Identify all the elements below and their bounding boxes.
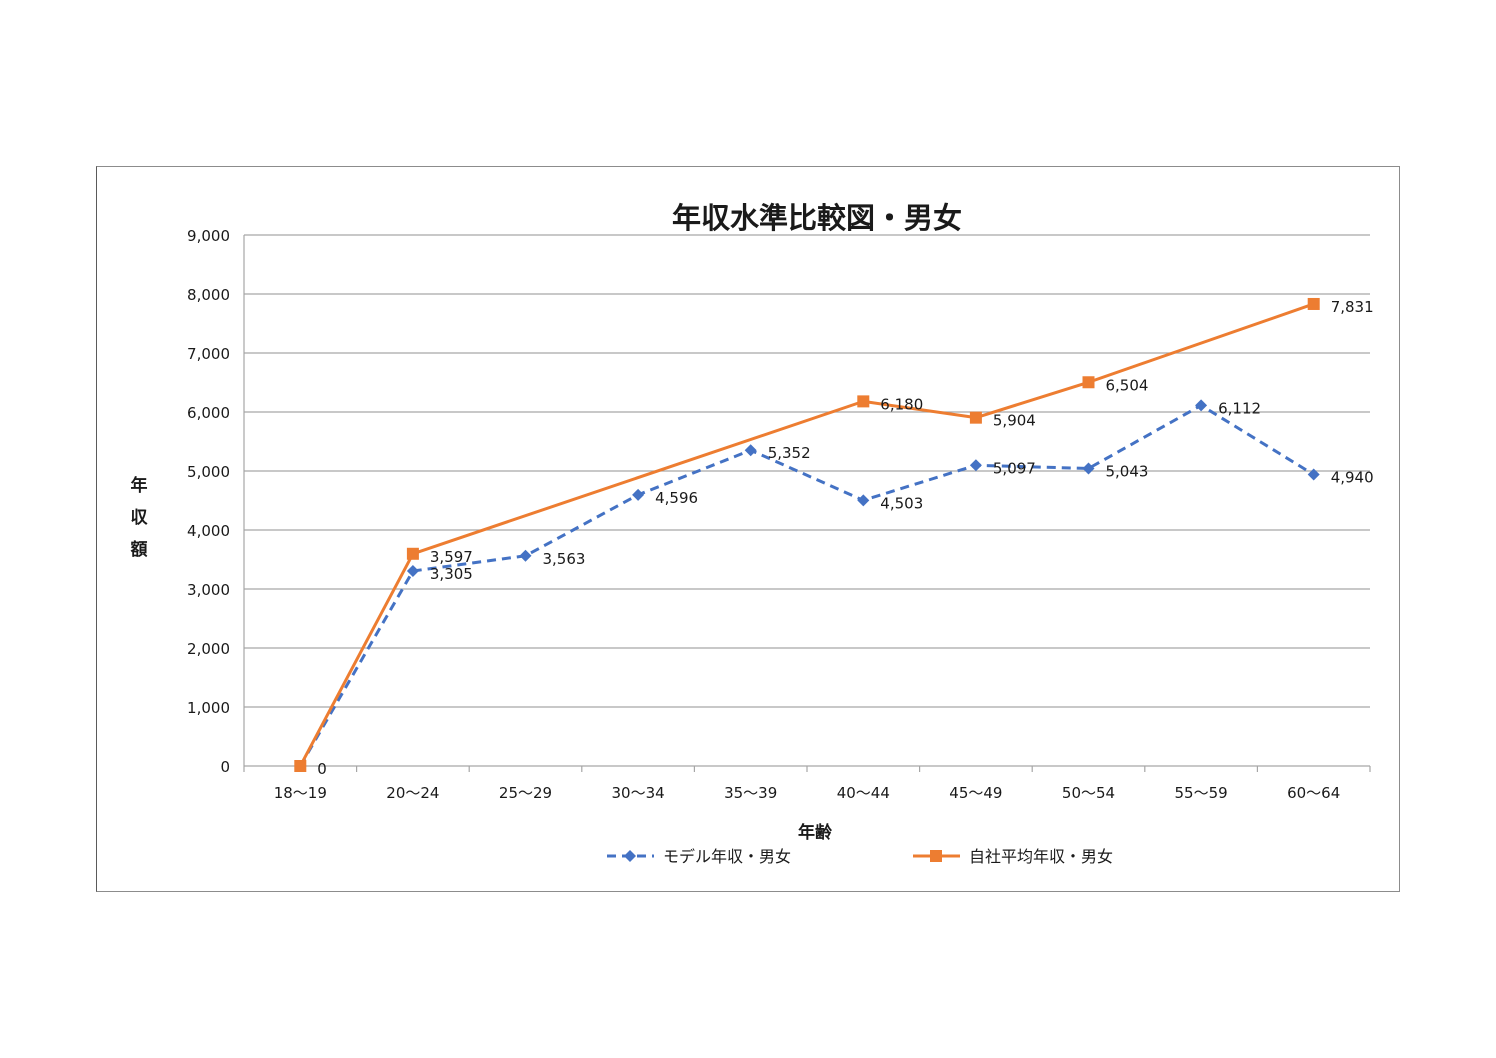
axes xyxy=(243,235,1371,772)
data-label: 0 xyxy=(317,760,327,778)
data-label: 6,504 xyxy=(1106,376,1149,394)
data-point xyxy=(519,549,532,562)
data-point xyxy=(1307,297,1320,310)
series xyxy=(294,297,1320,772)
series-line xyxy=(299,403,1315,767)
y-axis-label-char: 収 xyxy=(131,508,149,528)
y-tick-label: 3,000 xyxy=(187,581,230,599)
data-point xyxy=(406,565,419,578)
line-chart: 年収水準比較図・男女 0 1,000 2,000 3,000 4,000 5,000 6,0… xyxy=(130,201,1374,866)
data-label: 4,503 xyxy=(880,494,923,512)
x-tick-label: 18〜19 xyxy=(274,784,327,802)
x-tick-label: 30〜34 xyxy=(612,784,665,802)
data-label: 6,112 xyxy=(1218,399,1261,417)
data-point xyxy=(1307,468,1320,481)
chart-title: 年収水準比較図・男女 xyxy=(672,201,962,235)
data-point xyxy=(624,850,636,862)
gridlines xyxy=(244,234,1370,708)
legend: モデル年収・男女 自社平均年収・男女 xyxy=(607,847,1113,866)
data-label: 3,563 xyxy=(543,550,586,568)
y-tick-label: 6,000 xyxy=(187,404,230,422)
x-tick-label: 35〜39 xyxy=(724,784,777,802)
x-tick-labels: 18〜19 20〜24 25〜29 30〜34 35〜39 40〜44 45〜49 50〜54… xyxy=(274,784,1341,802)
series-line xyxy=(298,302,1315,767)
data-point xyxy=(930,850,942,862)
data-point xyxy=(1082,376,1095,389)
x-tick-label: 55〜59 xyxy=(1175,784,1228,802)
data-point xyxy=(1195,399,1208,412)
data-point xyxy=(632,488,645,501)
data-point xyxy=(969,411,982,424)
y-tick-label: 0 xyxy=(220,758,230,776)
legend-label: 自社平均年収・男女 xyxy=(969,847,1113,866)
data-label: 4,596 xyxy=(655,489,698,507)
y-tick-label: 9,000 xyxy=(187,227,230,245)
chart-frame: 年収水準比較図・男女 0 1,000 2,000 3,000 4,000 5,000 6,0… xyxy=(96,166,1400,892)
y-tick-label: 4,000 xyxy=(187,522,230,540)
data-label: 5,904 xyxy=(993,412,1036,430)
x-tick-label: 40〜44 xyxy=(837,784,890,802)
legend-item: モデル年収・男女 xyxy=(607,847,791,866)
data-point xyxy=(857,395,870,408)
data-label: 4,940 xyxy=(1331,469,1374,487)
y-tick-labels: 0 1,000 2,000 3,000 4,000 5,000 6,000 7,000 8,00… xyxy=(187,227,230,776)
x-tick-label: 60〜64 xyxy=(1287,784,1340,802)
data-point xyxy=(294,760,307,772)
legend-item: 自社平均年収・男女 xyxy=(913,847,1113,866)
data-labels: 3,305 3,563 4,596 5,352 4,503 5,097 5,043 6,112… xyxy=(317,298,1373,778)
data-point xyxy=(1082,462,1095,475)
y-tick-label: 7,000 xyxy=(187,345,230,363)
legend-label: モデル年収・男女 xyxy=(663,847,791,866)
data-label: 7,831 xyxy=(1331,298,1374,316)
x-tick-label: 25〜29 xyxy=(499,784,552,802)
data-label: 5,097 xyxy=(993,459,1036,477)
data-point xyxy=(744,444,757,457)
data-label: 3,305 xyxy=(430,565,473,583)
x-tick-label: 20〜24 xyxy=(386,784,439,802)
y-axis-label-char: 額 xyxy=(130,539,148,560)
x-tick-label: 50〜54 xyxy=(1062,784,1115,802)
data-label: 6,180 xyxy=(880,395,923,413)
y-tick-label: 2,000 xyxy=(187,640,230,658)
data-point xyxy=(857,494,870,507)
data-label: 3,597 xyxy=(430,548,473,566)
y-tick-label: 8,000 xyxy=(187,286,230,304)
y-tick-label: 1,000 xyxy=(187,699,230,717)
data-point xyxy=(406,547,419,560)
y-axis-label-char: 年 xyxy=(131,475,148,496)
x-tick-label: 45〜49 xyxy=(949,784,1002,802)
data-label: 5,043 xyxy=(1106,462,1149,480)
y-axis-label: 年収額 xyxy=(130,475,149,560)
data-label: 5,352 xyxy=(768,444,811,462)
series-2 xyxy=(294,297,1320,772)
x-axis-label: 年齢 xyxy=(798,822,833,843)
data-point xyxy=(969,459,982,472)
y-tick-label: 5,000 xyxy=(187,463,230,481)
